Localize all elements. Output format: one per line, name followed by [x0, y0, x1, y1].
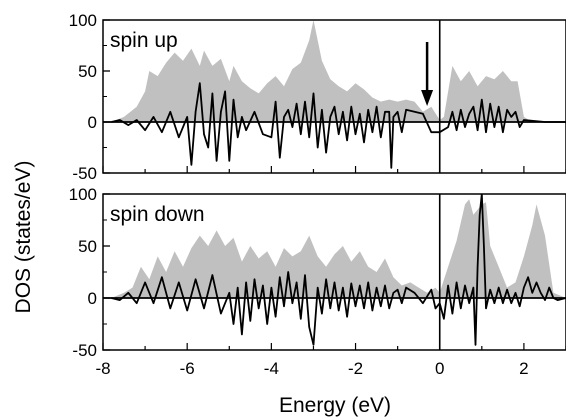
y-tick-label: -50	[72, 341, 97, 360]
x-tick-label: 2	[519, 359, 528, 378]
y-tick-label: 0	[88, 113, 97, 132]
x-tick-label: -4	[264, 359, 279, 378]
y-tick-label: 100	[69, 185, 97, 204]
x-tick-label: -8	[95, 359, 110, 378]
dos-line-series	[111, 194, 566, 346]
x-axis-label: Energy (eV)	[279, 394, 391, 417]
dos-fill-series	[111, 199, 566, 298]
panel-label: spin up	[110, 29, 178, 52]
y-axis-label: DOS (states/eV)	[12, 161, 35, 314]
x-tick-label: -6	[180, 359, 195, 378]
spin-up-panel: -50 0 50 100 spin up	[69, 11, 566, 183]
plot-area	[103, 20, 566, 173]
x-tick-label: -2	[348, 359, 363, 378]
spin-down-panel: -50 0 50 100 spin down	[69, 185, 566, 360]
y-tick-label: 50	[78, 62, 97, 81]
y-tick-label: 100	[69, 11, 97, 30]
y-tick-label: 0	[88, 289, 97, 308]
y-tick-label: -50	[72, 164, 97, 183]
dos-line-series	[111, 82, 566, 169]
plot-area	[103, 194, 566, 350]
x-tick-label: 0	[435, 359, 444, 378]
y-tick-label: 50	[78, 237, 97, 256]
x-axis: -8 -6 -4 -2 0 2	[95, 359, 528, 378]
panel-label: spin down	[110, 203, 205, 226]
arrow-head	[421, 90, 434, 106]
